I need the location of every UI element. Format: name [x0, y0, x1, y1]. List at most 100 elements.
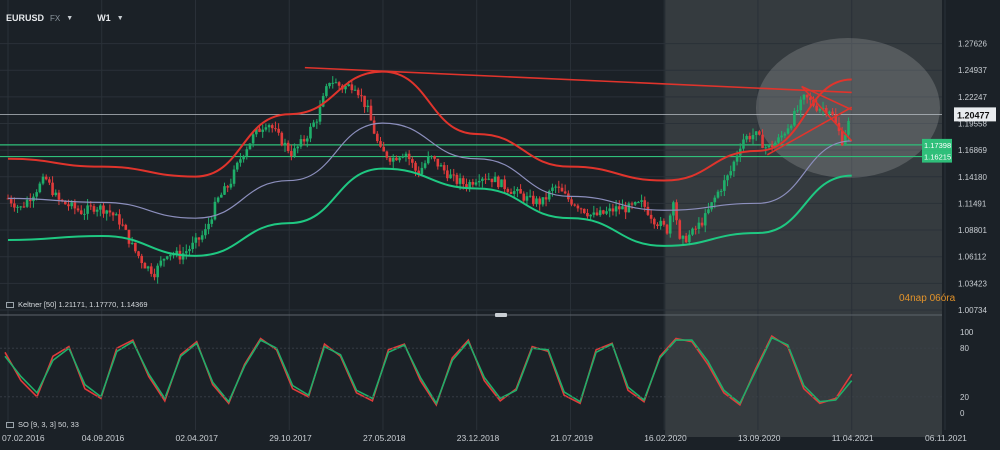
keltner-middle-line[interactable]: [7, 122, 852, 219]
candle-body: [200, 235, 204, 240]
candle-body: [532, 195, 535, 205]
pane-resize-handle[interactable]: [495, 313, 507, 317]
candle-body: [19, 206, 23, 208]
candle-body: [560, 187, 564, 192]
indicator-menu-icon[interactable]: [6, 421, 14, 428]
candle-body: [637, 201, 640, 203]
price-tick-label: 1.24937: [958, 66, 987, 75]
candle-body: [465, 184, 468, 188]
trend-line[interactable]: [801, 85, 853, 111]
candle-body: [153, 273, 156, 278]
countdown-hours: 06: [929, 293, 941, 304]
candle-body: [391, 157, 395, 162]
candle-body: [538, 198, 541, 205]
candle-body: [286, 142, 290, 152]
symbol-dropdown-icon[interactable]: ▼: [66, 14, 74, 22]
level-price-tag[interactable]: [922, 150, 952, 163]
candle-body: [773, 142, 777, 148]
timeframe-dropdown-icon[interactable]: ▼: [116, 14, 124, 22]
candle-body: [318, 106, 322, 122]
keltner-legend-text: Keltner [50] 1.21171, 1.17770, 1.14369: [18, 300, 148, 309]
candle-body: [598, 210, 602, 216]
candle-body: [165, 256, 169, 259]
candle-body: [216, 197, 220, 202]
indicator-menu-icon[interactable]: [6, 301, 14, 308]
candle-body: [455, 174, 459, 184]
candle-body: [353, 89, 357, 91]
current-price-tag[interactable]: [954, 107, 996, 122]
trend-line[interactable]: [801, 85, 853, 142]
date-tick-label: 11.04.2021: [832, 433, 874, 443]
candle-body: [675, 202, 678, 221]
price-tick-label: 1.16869: [958, 146, 987, 155]
candle-body: [793, 110, 796, 126]
candle-body: [723, 180, 726, 191]
candle-body: [398, 157, 401, 161]
so-tick-label: 20: [960, 393, 969, 402]
candle-body: [764, 147, 768, 149]
candle-body: [748, 136, 752, 140]
candle-body: [188, 249, 191, 252]
candle-body: [16, 206, 19, 208]
candle-body: [102, 205, 105, 214]
candle-body: [481, 178, 484, 181]
candle-body: [751, 135, 755, 140]
candle-body: [213, 201, 217, 220]
candle-body: [207, 223, 210, 230]
candle-body: [678, 220, 682, 239]
keltner-lower-line[interactable]: [7, 167, 852, 257]
candle-body: [64, 200, 67, 205]
candle-body: [118, 214, 121, 225]
candle-body: [385, 151, 389, 158]
candle-body: [414, 162, 417, 171]
symbol-label[interactable]: EURUSD: [6, 13, 45, 23]
candle-body: [6, 198, 10, 200]
candle-body: [360, 95, 363, 97]
candle-body: [624, 206, 627, 213]
timeframe-label[interactable]: W1: [97, 13, 111, 23]
candle-body: [468, 181, 471, 188]
keltner-upper-line[interactable]: [7, 70, 852, 182]
candle-body: [184, 251, 188, 254]
candle-body: [38, 183, 42, 193]
candle-body: [668, 215, 672, 234]
candle-body: [315, 121, 319, 123]
candle-body: [605, 211, 608, 214]
candle-body: [576, 205, 580, 209]
date-tick-label: 13.09.2020: [738, 433, 781, 443]
price-tick-label: 1.27626: [958, 40, 987, 49]
trend-line[interactable]: [304, 66, 852, 94]
level-price-tag[interactable]: [922, 138, 952, 151]
candle-body: [544, 197, 548, 200]
candle-body: [382, 146, 385, 152]
candle-body: [143, 263, 147, 269]
price-tick-label: 1.06112: [958, 253, 987, 262]
candle-body: [719, 190, 723, 192]
candle-body: [672, 202, 675, 216]
candle-body: [506, 189, 510, 192]
candle-body: [844, 134, 847, 146]
candle-body: [83, 213, 86, 215]
candle-body: [121, 224, 124, 226]
candle-body: [815, 105, 818, 111]
candle-body: [745, 136, 748, 140]
candle-body: [557, 186, 561, 188]
candle-body: [809, 97, 812, 100]
so-k-line[interactable]: [4, 334, 853, 407]
candle-countdown: 04nap 06óra: [899, 293, 955, 304]
candle-body: [697, 222, 701, 229]
candle-body: [417, 170, 421, 175]
candle-body: [108, 210, 112, 213]
candle-body: [328, 82, 331, 87]
candle-body: [681, 235, 685, 239]
so-legend-text: SO [9, 3, 3] 50, 33: [18, 420, 79, 429]
trend-line[interactable]: [766, 106, 853, 156]
candle-body: [22, 206, 26, 208]
candle-body: [500, 179, 503, 188]
so-d-line[interactable]: [4, 336, 853, 406]
candle-body: [70, 202, 73, 207]
candle-body: [395, 157, 398, 161]
candle-body: [707, 209, 710, 214]
candle-body: [694, 228, 697, 230]
